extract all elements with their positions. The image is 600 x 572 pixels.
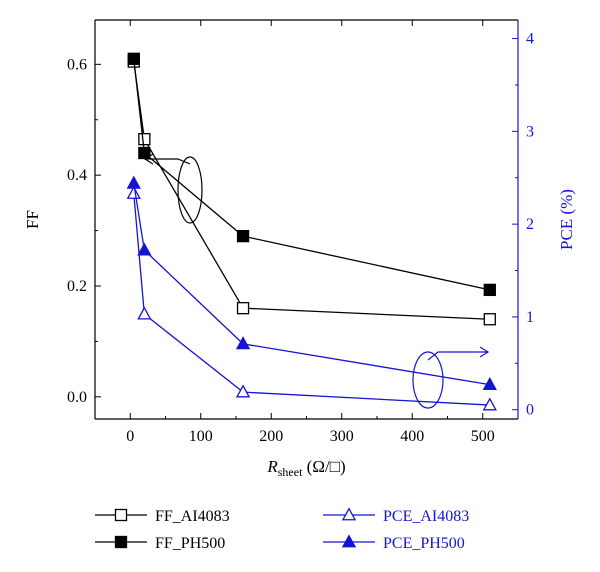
y-left-tick-label: 0.0 <box>67 389 87 406</box>
y-right-tick-label: 2 <box>526 216 534 233</box>
data-point <box>138 146 151 160</box>
series-line <box>133 183 490 386</box>
y-axis-left-title: FF <box>23 210 42 229</box>
x-axis-title-sub: sheet <box>278 465 303 479</box>
right-axis-indicator-arrowhead <box>479 346 490 358</box>
y-left-tick-label: 0.4 <box>67 167 87 184</box>
axis-labels: Rsheet (Ω/□) FF PCE (%) <box>23 189 576 479</box>
data-point <box>138 132 151 146</box>
legend-marker <box>114 508 128 522</box>
legend-item-FF_PH500: FF_PH500 <box>95 535 225 552</box>
series-line <box>133 61 490 320</box>
data-point <box>483 313 496 326</box>
left-axis-indicator-ellipse <box>177 156 203 224</box>
legend-label: FF_AI4083 <box>155 508 230 525</box>
legend: FF_AI4083 FF_PH500 PCE_AI4083 PCE_PH500 <box>95 507 469 552</box>
y-right-tick-label: 1 <box>526 309 534 326</box>
x-tick-label: 300 <box>330 428 354 445</box>
y-right-tick-label: 3 <box>526 123 534 140</box>
x-tick-label: 500 <box>471 428 495 445</box>
legend-item-PCE_AI4083: PCE_AI4083 <box>323 507 469 525</box>
data-point <box>127 52 140 65</box>
data-point <box>236 229 250 243</box>
axes: 0 100 200 300 400 500 0.0 0.2 0.4 0.6 0 1 2 3 4 <box>67 19 534 445</box>
x-axis-title-main: R <box>266 457 278 476</box>
data-point <box>236 302 250 315</box>
legend-label: PCE_PH500 <box>383 535 465 552</box>
series-line <box>133 58 490 291</box>
data-point <box>482 376 497 391</box>
y-right-tick-label: 4 <box>526 31 534 48</box>
series-line <box>133 193 490 406</box>
legend-item-FF_AI4083: FF_AI4083 <box>95 508 230 525</box>
data-point <box>137 306 152 320</box>
series-layer <box>126 52 497 411</box>
legend-marker <box>341 507 357 521</box>
data-point <box>126 185 141 199</box>
legend-marker <box>341 534 357 548</box>
legend-label: FF_PH500 <box>155 535 225 552</box>
y-left-tick-label: 0.6 <box>67 56 87 73</box>
series-FF_PH500 <box>127 52 496 297</box>
data-point <box>126 175 141 189</box>
series-FF_AI4083 <box>127 55 496 326</box>
x-tick-label: 0 <box>126 428 134 445</box>
axis-indicator-annotations <box>143 153 490 409</box>
x-tick-label: 100 <box>189 428 213 445</box>
data-point <box>235 384 251 398</box>
y-axis-right-title: PCE (%) <box>557 189 576 250</box>
y-left-tick-label: 0.2 <box>67 278 87 295</box>
x-tick-label: 200 <box>259 428 283 445</box>
y-right-tick-label: 0 <box>526 402 534 419</box>
data-point <box>235 336 251 350</box>
x-tick-label: 400 <box>400 428 424 445</box>
legend-item-PCE_PH500: PCE_PH500 <box>323 534 465 552</box>
x-axis-title-unit: (Ω/□) <box>302 457 345 476</box>
legend-label: PCE_AI4083 <box>383 508 469 525</box>
data-point <box>137 242 152 256</box>
legend-marker <box>114 535 128 549</box>
series-PCE_PH500 <box>126 175 497 391</box>
right-axis-indicator-arrow <box>427 351 488 361</box>
data-point <box>483 283 496 297</box>
right-axis-indicator-ellipse <box>412 351 444 409</box>
data-point <box>482 397 497 411</box>
x-axis-title: Rsheet (Ω/□) <box>266 457 345 479</box>
